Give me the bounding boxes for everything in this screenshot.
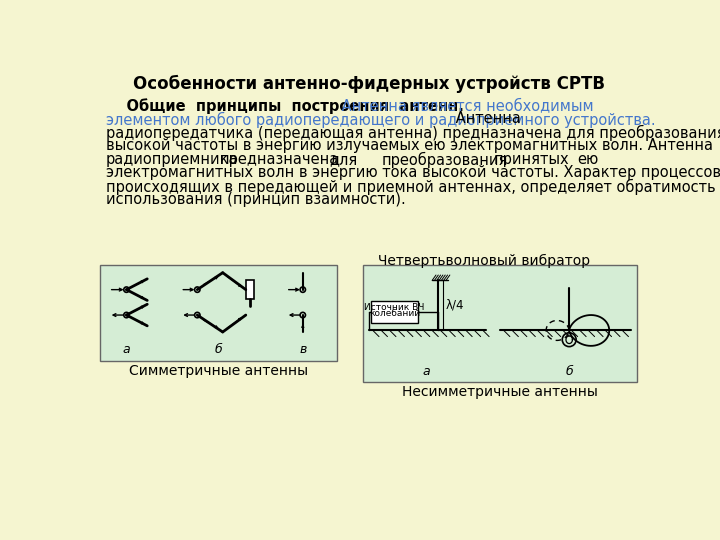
Text: принятых: принятых	[494, 152, 570, 167]
Text: б: б	[565, 365, 573, 378]
Text: Общие  принципы  построения  антенн.: Общие принципы построения антенн.	[106, 98, 464, 113]
Text: высокой частоты в энергию излучаемых ею электромагнитных волн. Антенна: высокой частоты в энергию излучаемых ею …	[106, 138, 713, 153]
Text: б: б	[215, 343, 222, 356]
Text: Четвертьволновый вибратор: Четвертьволновый вибратор	[379, 253, 590, 267]
Bar	[371, 301, 418, 323]
Text: а: а	[423, 365, 431, 378]
Text: Особенности антенно-фидерных устройств СРТВ: Особенности антенно-фидерных устройств С…	[133, 75, 605, 93]
Text: предназначена: предназначена	[220, 152, 339, 167]
Text: Источник ВЧ: Источник ВЧ	[364, 303, 425, 312]
Text: электромагнитных волн в энергию тока высокой частоты. Характер процессов,: электромагнитных волн в энергию тока выс…	[106, 165, 720, 180]
Text: элементом любого радиопередающего и радиоприемного устройства.: элементом любого радиопередающего и ради…	[106, 111, 655, 127]
Text: Симметричные антенны: Симметричные антенны	[128, 364, 307, 379]
Text: происходящих в передающей и приемной антеннах, определяет обратимость их: происходящих в передающей и приемной ант…	[106, 179, 720, 195]
Text: а: а	[122, 343, 130, 356]
Text: в: в	[299, 343, 307, 356]
Text: радиопередатчика (передающая антенна) предназначена для преобразования тока: радиопередатчика (передающая антенна) пр…	[106, 125, 720, 141]
Text: для: для	[329, 152, 357, 167]
Bar	[246, 280, 253, 299]
Text: Антенна: Антенна	[451, 111, 521, 126]
Text: λ/4: λ/4	[445, 299, 464, 312]
Text: преобразования: преобразования	[382, 152, 508, 168]
Text: использования (принцип взаимности).: использования (принцип взаимности).	[106, 192, 405, 207]
Text: колебаний: колебаний	[369, 309, 420, 318]
Text: Несимметричные антенны: Несимметричные антенны	[402, 385, 598, 399]
Text: радиоприемника: радиоприемника	[106, 152, 238, 167]
Bar	[99, 265, 337, 361]
Text: ею: ею	[577, 152, 598, 167]
Text: Антенна является необходимым: Антенна является необходимым	[337, 98, 593, 113]
Bar	[363, 265, 637, 382]
